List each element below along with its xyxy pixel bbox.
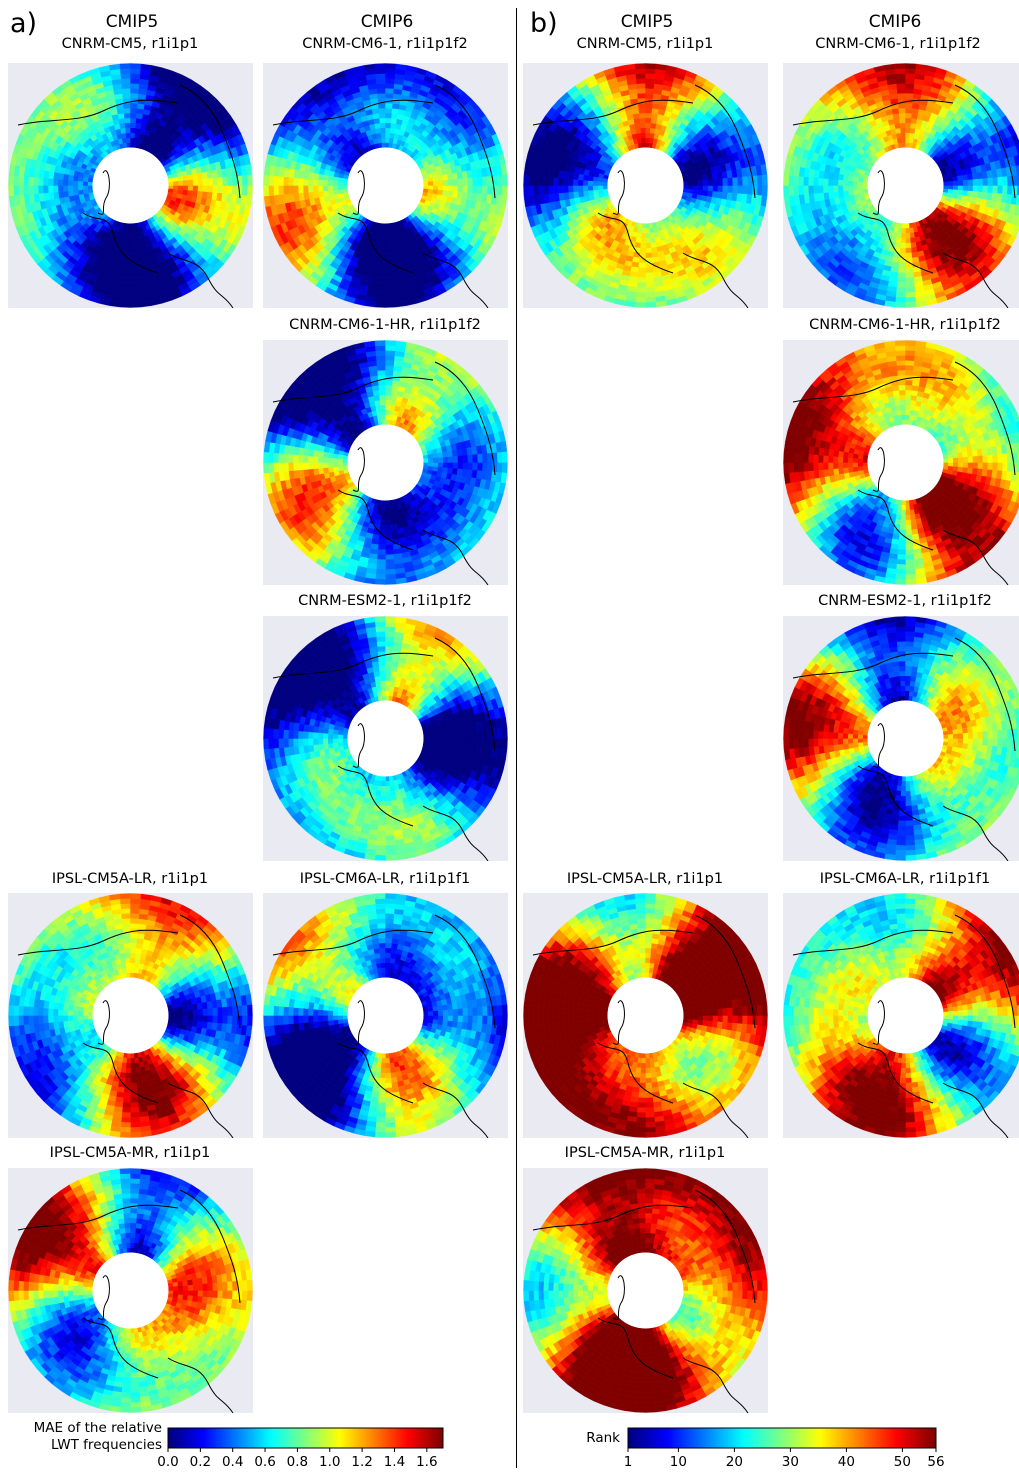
colorbar-tick-label: 50 (894, 1454, 911, 1470)
polar-grid (783, 63, 1019, 308)
map-b-cnrm-cm5 (523, 63, 768, 308)
colorbar-a-label: MAE of the relative LWT frequencies (6, 1420, 162, 1454)
map-title-b-cnrm-cm6-1-hr: CNRM-CM6-1-HR, r1i1p1f2 (775, 317, 1019, 333)
colorbar-tick-label: 10 (670, 1454, 687, 1470)
colorbar-tick-label: 0.4 (222, 1454, 243, 1470)
map-title-a-cnrm-esm2-1: CNRM-ESM2-1, r1i1p1f2 (255, 593, 515, 609)
colorbar-tick-label: 0.8 (287, 1454, 308, 1470)
colorbar-tick-label: 1.2 (351, 1454, 372, 1470)
polar-grid (523, 1168, 768, 1413)
map-title-b-ipsl-cm5a-lr: IPSL-CM5A-LR, r1i1p1 (515, 871, 775, 887)
colorbar-tick-label: 20 (726, 1454, 743, 1470)
map-title-a-cnrm-cm5: CNRM-CM5, r1i1p1 (0, 36, 260, 52)
map-a-cnrm-esm2-1 (263, 616, 508, 861)
polar-grid (8, 893, 253, 1138)
panel-divider (516, 8, 517, 1468)
map-title-b-cnrm-cm6-1: CNRM-CM6-1, r1i1p1f2 (768, 36, 1019, 52)
colorbar-tick-label: 0.2 (190, 1454, 211, 1470)
map-b-ipsl-cm5a-mr (523, 1168, 768, 1413)
map-title-b-ipsl-cm5a-mr: IPSL-CM5A-MR, r1i1p1 (515, 1145, 775, 1161)
colorbar-a-label-line1: MAE of the relative (6, 1420, 162, 1437)
colorbar-tick-label: 1 (624, 1454, 633, 1470)
polar-grid (263, 616, 508, 861)
map-b-cnrm-cm6-1 (783, 63, 1019, 308)
map-b-cnrm-esm2-1 (783, 616, 1019, 861)
colorbar-tick-label: 56 (927, 1454, 944, 1470)
polar-grid (263, 340, 508, 585)
polar-grid (8, 1168, 253, 1413)
map-title-a-ipsl-cm5a-mr: IPSL-CM5A-MR, r1i1p1 (0, 1145, 260, 1161)
polar-grid (783, 616, 1019, 861)
panel-a-cmip5-header: CMIP5 (32, 12, 232, 32)
polar-grid (523, 893, 768, 1138)
colorbar-tick-label: 30 (782, 1454, 799, 1470)
map-a-ipsl-cm5a-mr (8, 1168, 253, 1413)
map-b-cnrm-cm6-1-hr (783, 340, 1019, 585)
map-title-a-cnrm-cm6-1-hr: CNRM-CM6-1-HR, r1i1p1f2 (255, 317, 515, 333)
map-title-a-ipsl-cm6a-lr: IPSL-CM6A-LR, r1i1p1f1 (255, 871, 515, 887)
map-title-b-cnrm-esm2-1: CNRM-ESM2-1, r1i1p1f2 (775, 593, 1019, 609)
colorbar-tick-label: 1.6 (416, 1454, 437, 1470)
colorbar-tick-label: 0.0 (157, 1454, 178, 1470)
map-a-cnrm-cm6-1-hr (263, 340, 508, 585)
map-a-ipsl-cm6a-lr (263, 893, 508, 1138)
map-a-cnrm-cm5 (8, 63, 253, 308)
map-a-cnrm-cm6-1 (263, 63, 508, 308)
colorbar-a-label-line2: LWT frequencies (6, 1437, 162, 1454)
map-title-b-ipsl-cm6a-lr: IPSL-CM6A-LR, r1i1p1f1 (775, 871, 1019, 887)
panel-a-cmip6-header: CMIP6 (287, 12, 487, 32)
map-title-b-cnrm-cm5: CNRM-CM5, r1i1p1 (515, 36, 775, 52)
colorbar-tick-label: 0.6 (254, 1454, 275, 1470)
colorbar-b-label: Rank (560, 1430, 620, 1447)
polar-grid (8, 63, 253, 308)
polar-grid (263, 63, 508, 308)
colorbar-tick-label: 1.4 (384, 1454, 405, 1470)
map-title-a-cnrm-cm6-1: CNRM-CM6-1, r1i1p1f2 (255, 36, 515, 52)
panel-b-cmip6-header: CMIP6 (795, 12, 995, 32)
map-b-ipsl-cm5a-lr (523, 893, 768, 1138)
polar-grid (523, 63, 768, 308)
colorbar-tick-label: 40 (838, 1454, 855, 1470)
panel-b-cmip5-header: CMIP5 (547, 12, 747, 32)
polar-grid (263, 893, 508, 1138)
map-a-ipsl-cm5a-lr (8, 893, 253, 1138)
polar-grid (783, 893, 1019, 1138)
polar-grid (783, 340, 1019, 585)
colorbar-tick-label: 1.0 (319, 1454, 340, 1470)
map-title-a-ipsl-cm5a-lr: IPSL-CM5A-LR, r1i1p1 (0, 871, 260, 887)
map-b-ipsl-cm6a-lr (783, 893, 1019, 1138)
